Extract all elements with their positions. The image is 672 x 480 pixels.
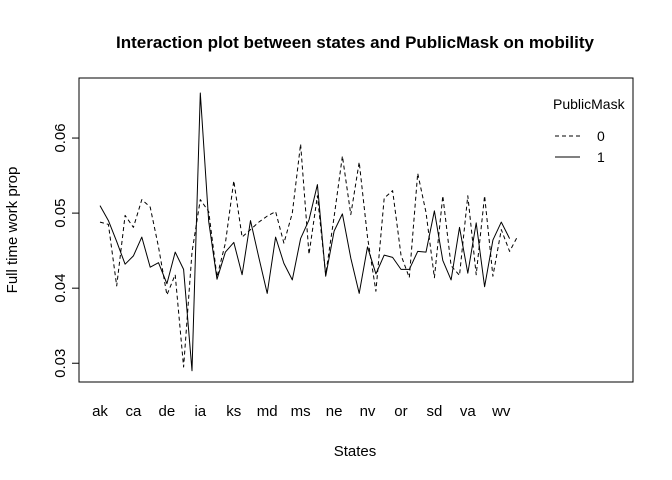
legend: PublicMask 0 1 — [553, 96, 626, 165]
x-tick-label: md — [257, 403, 278, 420]
x-tick-label: ak — [92, 403, 108, 420]
y-tick-label: 0.05 — [52, 199, 69, 228]
x-tick-label: nv — [360, 403, 376, 420]
series-lines — [99, 92, 519, 372]
y-tick-label: 0.06 — [52, 123, 69, 152]
x-tick-label: ms — [291, 403, 311, 420]
x-tick-label: wv — [491, 403, 511, 420]
x-tick-labels: ak ca de ia ks md ms ne nv or sd va wv — [92, 403, 511, 420]
x-tick-label: va — [460, 403, 477, 420]
x-tick-label: de — [159, 403, 176, 420]
x-tick-label: ca — [126, 403, 143, 420]
x-axis-label: States — [334, 443, 377, 460]
x-tick-label: sd — [426, 403, 442, 420]
x-tick-label: ks — [226, 403, 241, 420]
legend-label-1: 1 — [597, 149, 605, 165]
y-axis: 0.03 0.04 0.05 0.06 — [52, 123, 79, 378]
y-tick-label: 0.04 — [52, 274, 69, 303]
chart-title: Interaction plot between states and Publ… — [116, 33, 595, 52]
x-tick-label: ne — [326, 403, 343, 420]
y-tick-label: 0.03 — [52, 349, 69, 378]
x-tick-label: or — [394, 403, 407, 420]
series-line-1 — [99, 92, 511, 372]
series-line-0 — [99, 143, 519, 368]
legend-title: PublicMask — [553, 96, 626, 112]
plot-frame — [78, 77, 634, 383]
y-axis-label: Full time work prop — [4, 167, 21, 294]
legend-label-0: 0 — [597, 128, 605, 144]
x-tick-label: ia — [194, 403, 206, 420]
